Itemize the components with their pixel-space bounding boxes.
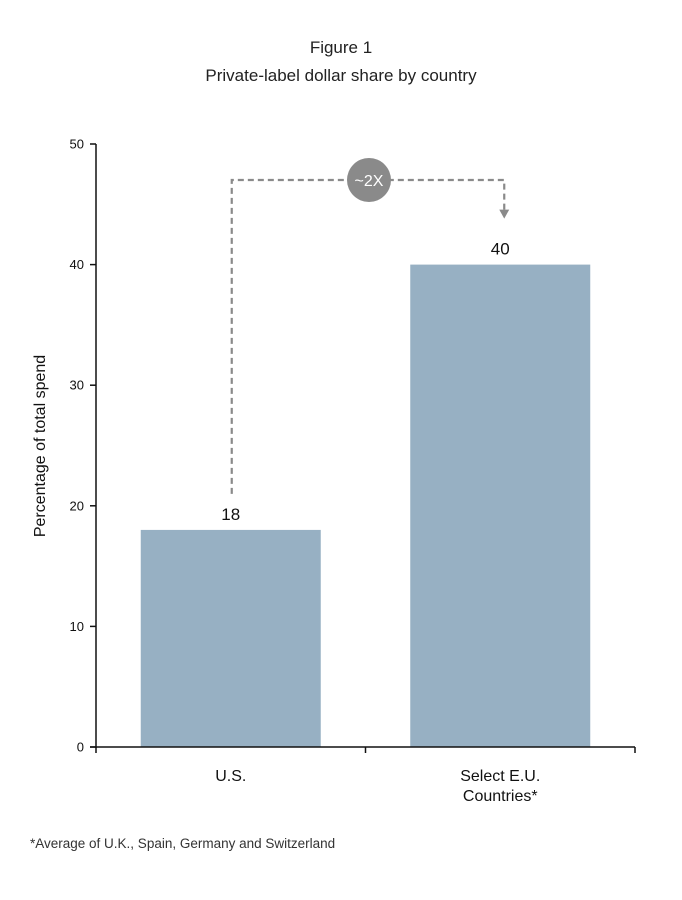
x-category-label: Select E.U. Countries* [460, 768, 540, 805]
data-label: 18 [221, 505, 240, 524]
y-tick-label: 30 [70, 378, 84, 393]
y-tick-label: 10 [70, 619, 84, 634]
y-tick-label: 50 [70, 137, 84, 152]
y-axis-label: Percentage of total spend [32, 355, 49, 537]
chart-title: Private-label dollar share by country [205, 66, 477, 85]
axes-layer [90, 143, 636, 753]
bars-layer [140, 264, 591, 747]
figure-label: Figure 1 [310, 38, 372, 57]
footnote: *Average of U.K., Spain, Germany and Swi… [30, 836, 335, 851]
bar-0 [140, 529, 321, 747]
x-category-label: U.S. [215, 768, 246, 785]
annotation-badge [347, 158, 391, 202]
data-label: 40 [491, 240, 510, 259]
y-tick-label: 20 [70, 498, 84, 513]
annotation-arrowhead [499, 209, 510, 219]
y-tick-label: 40 [70, 257, 84, 272]
y-tick-label: 0 [77, 740, 84, 755]
bar-1 [410, 264, 591, 747]
labels-layer: 0 10 20 30 40 50 U.S. Select E.U. Countries* 18 40 [70, 137, 541, 806]
annotation-layer: ~2X [230, 158, 510, 494]
annotation-label: ~2X [355, 173, 384, 190]
